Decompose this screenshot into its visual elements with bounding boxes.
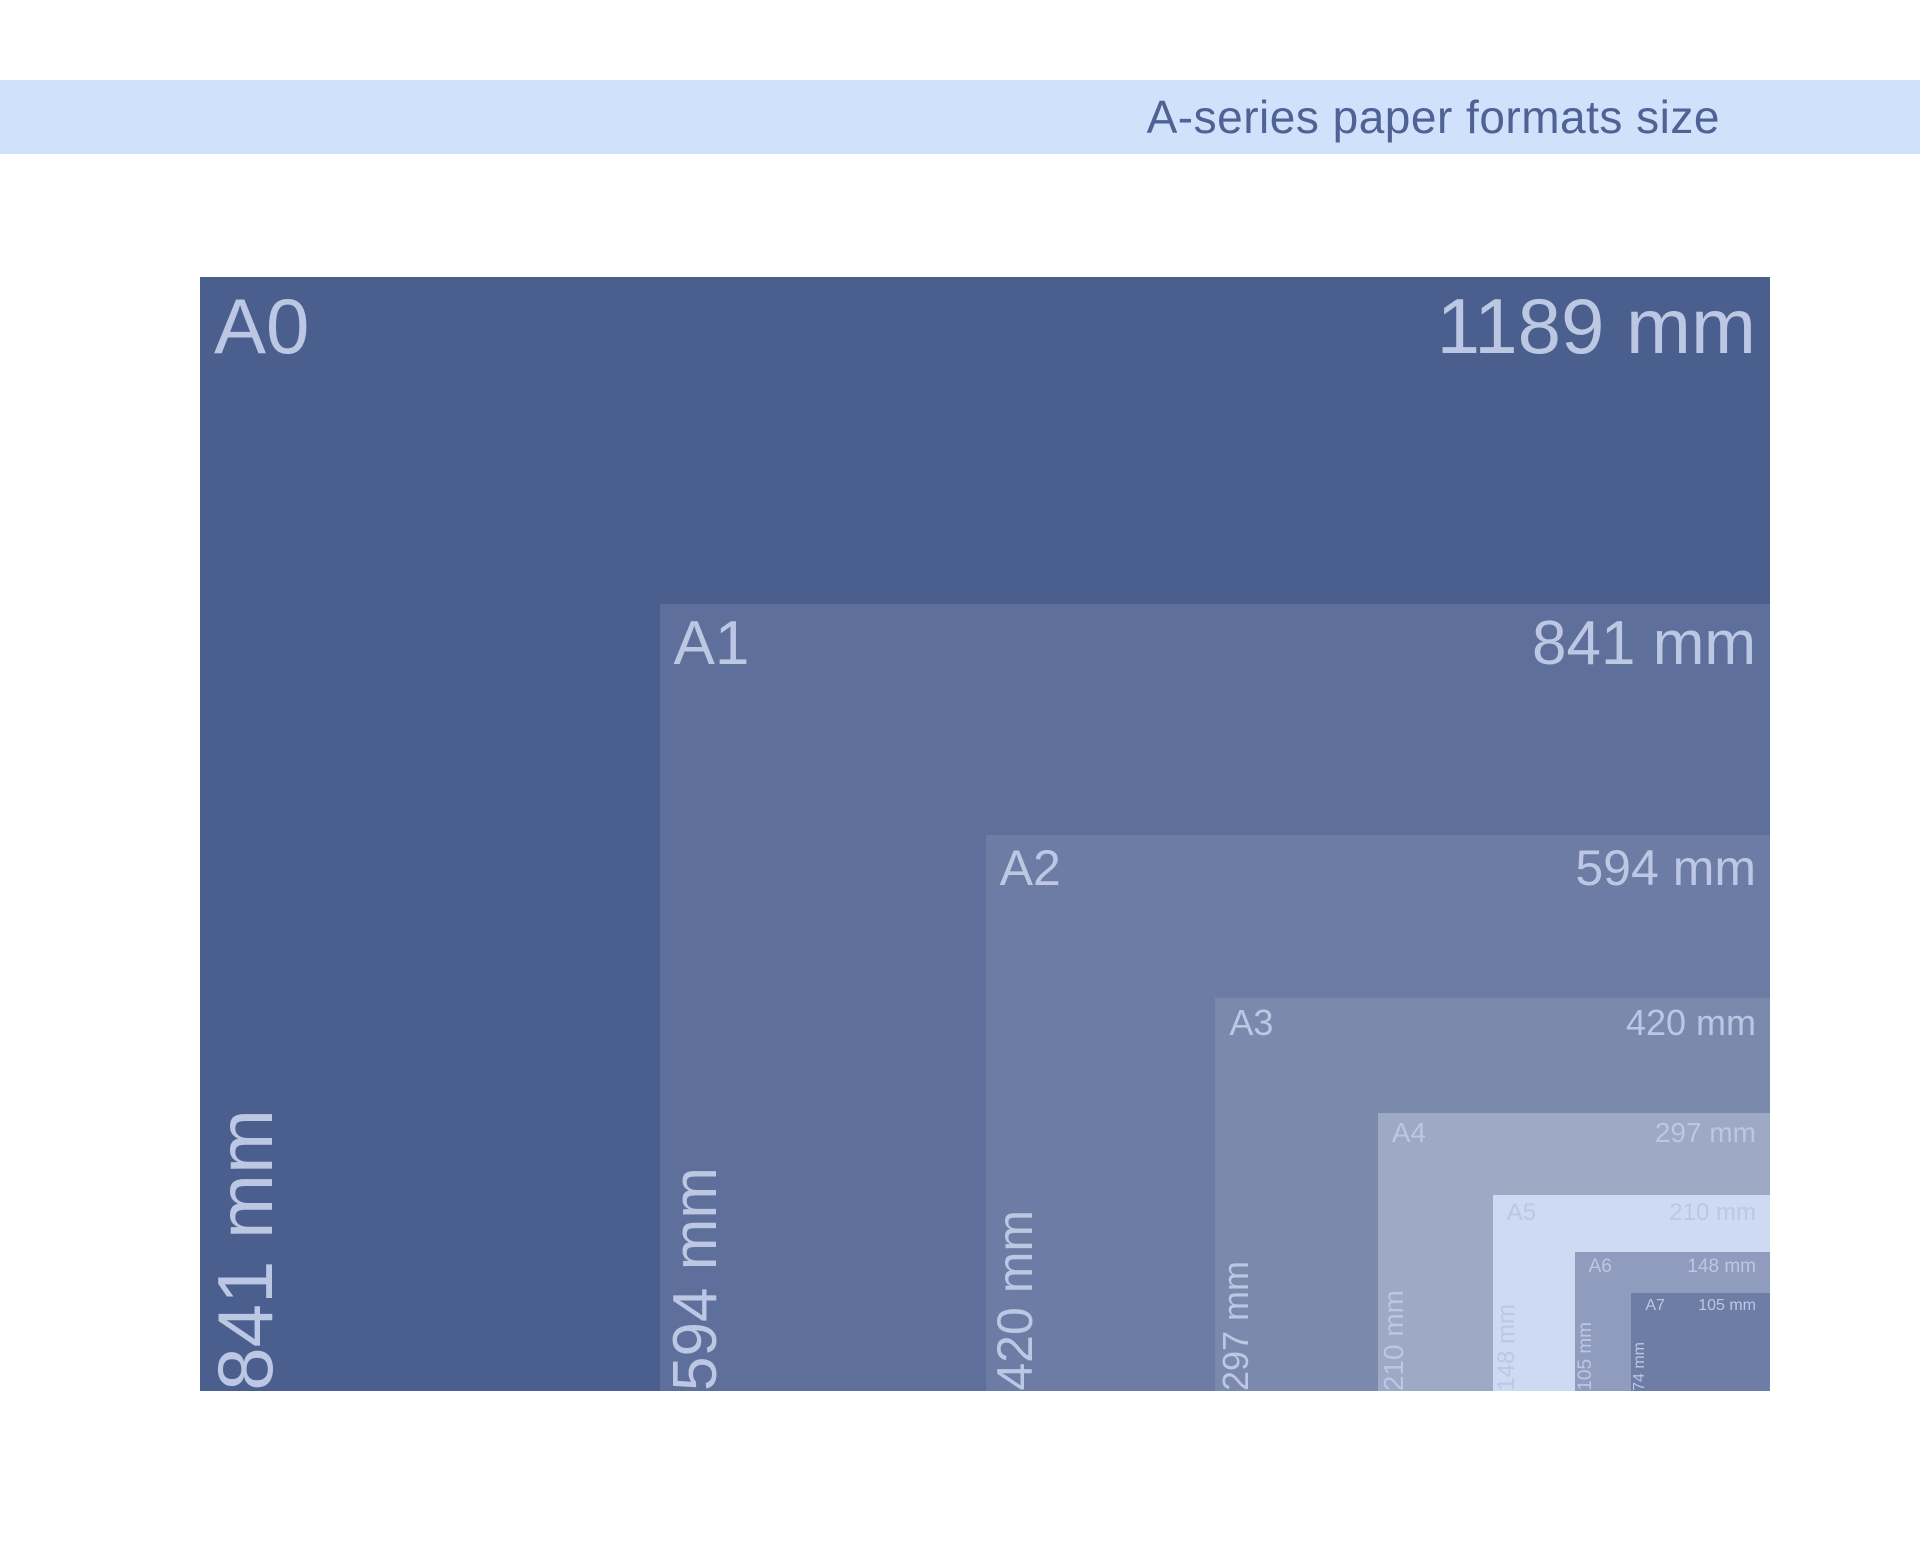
paper-height-label: 148 mm bbox=[1493, 1294, 1529, 1391]
paper-name-label: A0 bbox=[200, 277, 323, 372]
paper-name-label: A4 bbox=[1378, 1113, 1440, 1149]
paper-height-label: 841 mm bbox=[200, 1099, 299, 1391]
paper-name-label: A2 bbox=[986, 835, 1075, 897]
paper-size-diagram: A0 1189 mm 841 mm A1 841 mm 594 mm A2 594 mm 420… bbox=[200, 277, 1770, 1391]
paper-a7: A7105 mm 74 mm bbox=[1631, 1293, 1770, 1391]
header-title: A-series paper formats size bbox=[1147, 90, 1720, 144]
paper-width-label: 841 mm bbox=[1518, 604, 1770, 679]
paper-width-label: 210 mm bbox=[1655, 1195, 1770, 1227]
paper-width-label: 1189 mm bbox=[1423, 277, 1770, 372]
paper-height-label: 74 mm bbox=[1631, 1332, 1657, 1391]
paper-name-label: A1 bbox=[660, 604, 764, 679]
paper-name-label: A3 bbox=[1215, 998, 1287, 1044]
paper-name-label: A5 bbox=[1493, 1195, 1550, 1227]
paper-height-label: 210 mm bbox=[1378, 1280, 1418, 1391]
paper-width-label: 297 mm bbox=[1641, 1113, 1770, 1149]
paper-width-label: 105 mm bbox=[1684, 1293, 1770, 1315]
header-band: A-series paper formats size bbox=[0, 80, 1920, 154]
paper-height-label: 420 mm bbox=[986, 1200, 1052, 1391]
paper-name-label: A6 bbox=[1575, 1252, 1626, 1278]
paper-height-label: 105 mm bbox=[1575, 1312, 1605, 1391]
paper-name-label: A7 bbox=[1631, 1293, 1679, 1315]
paper-width-label: 148 mm bbox=[1673, 1252, 1770, 1278]
paper-width-label: 594 mm bbox=[1561, 835, 1770, 897]
paper-height-label: 297 mm bbox=[1215, 1251, 1265, 1391]
paper-height-label: 594 mm bbox=[660, 1157, 739, 1391]
paper-width-label: 420 mm bbox=[1612, 998, 1770, 1044]
